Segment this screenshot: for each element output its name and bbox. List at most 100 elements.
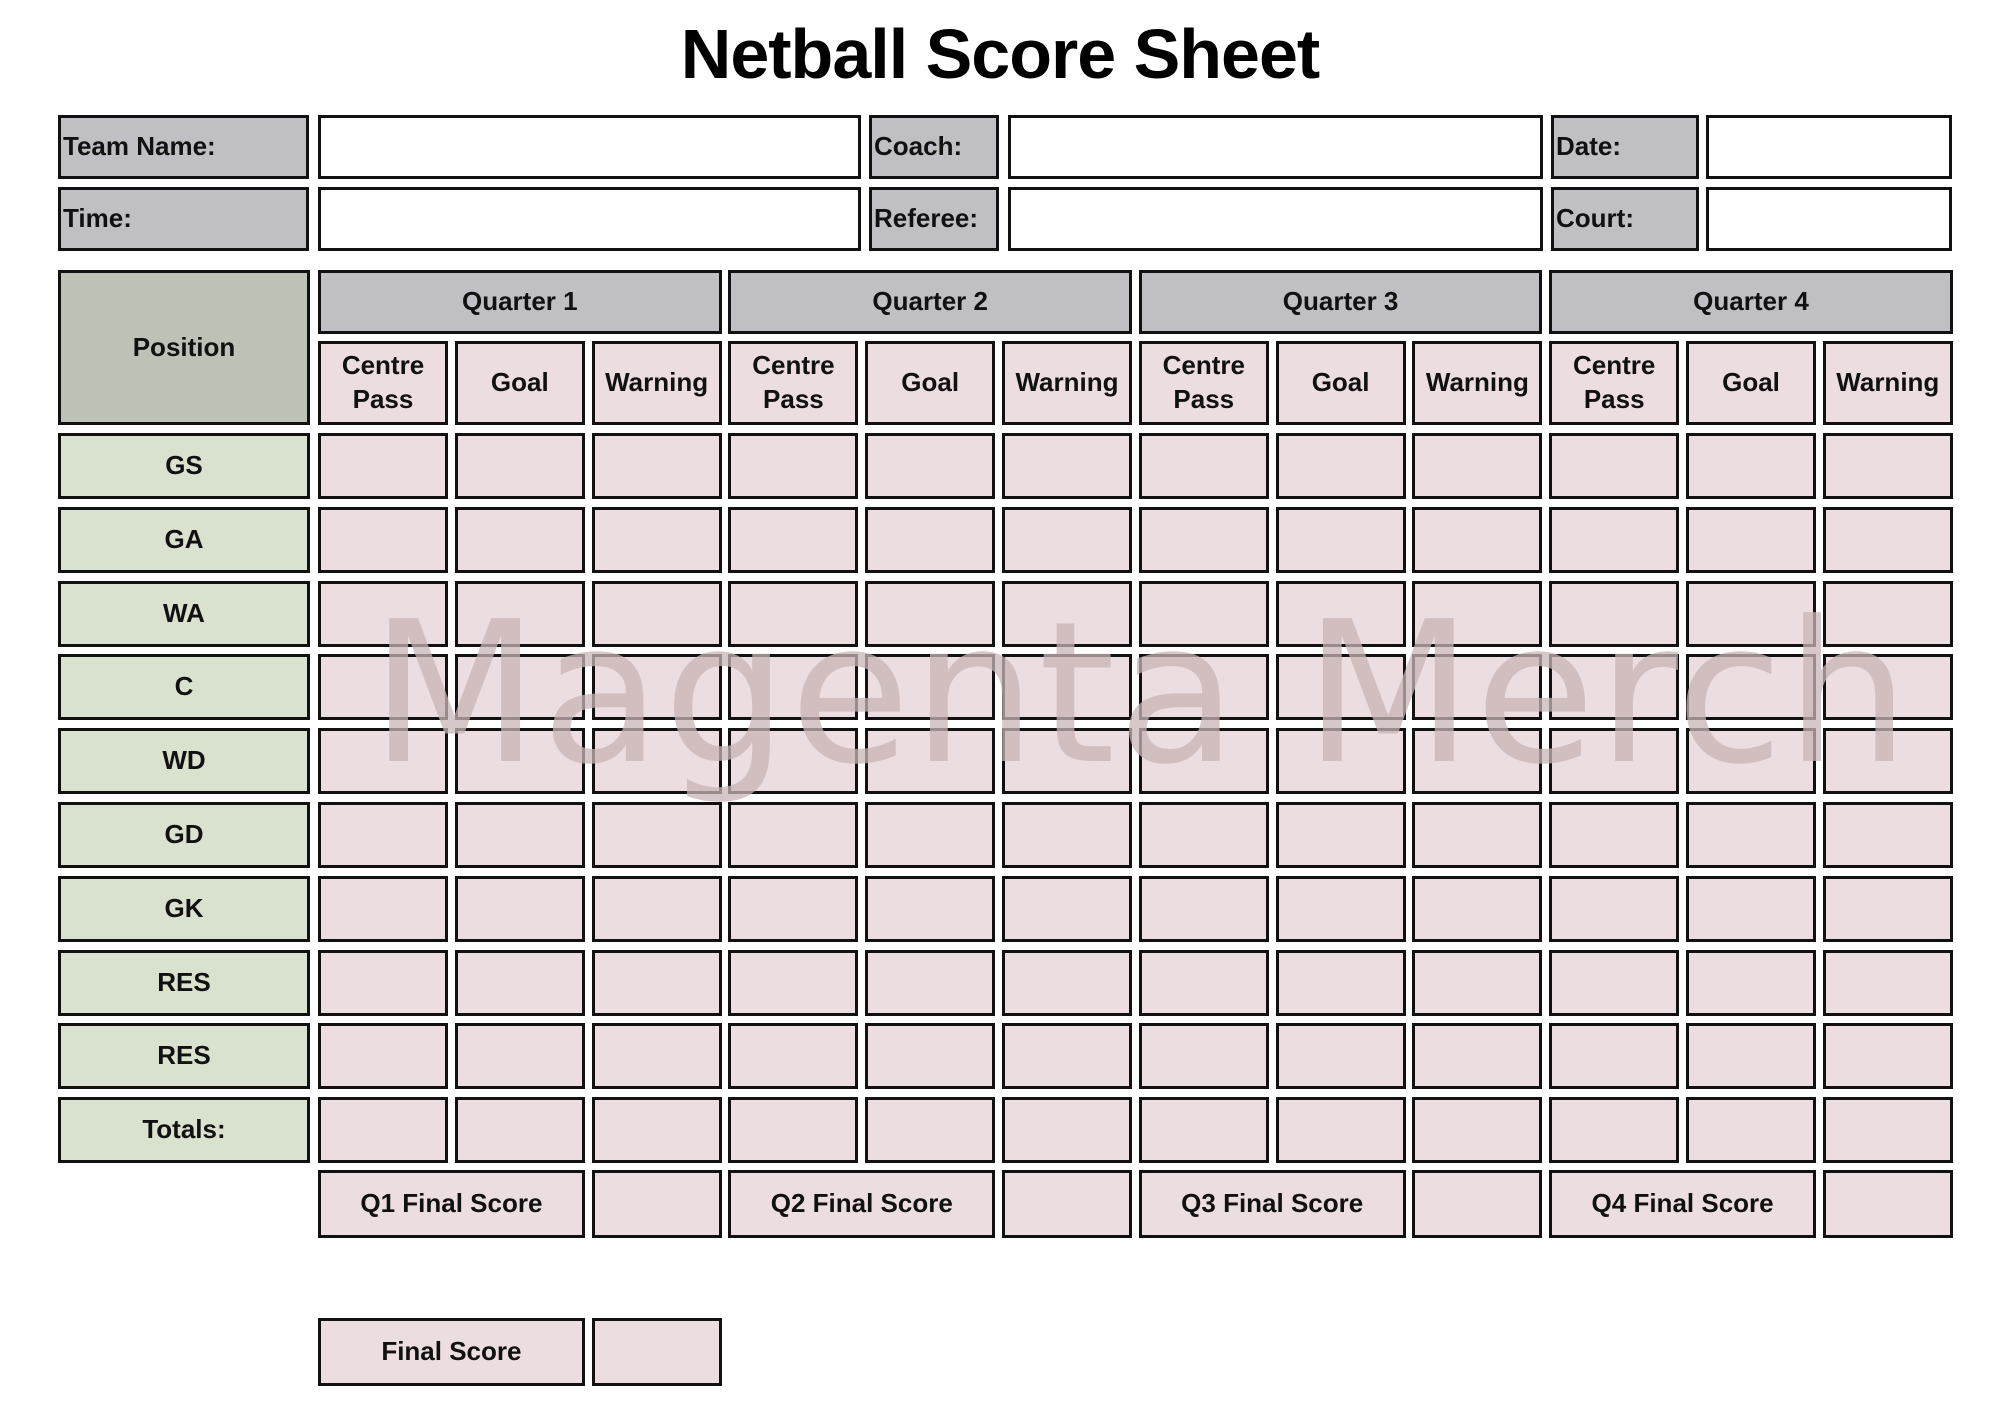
score-cell[interactable] bbox=[728, 802, 859, 868]
score-cell[interactable] bbox=[454, 802, 585, 868]
score-cell[interactable] bbox=[318, 433, 448, 499]
score-cell[interactable] bbox=[1412, 580, 1543, 647]
score-cell[interactable] bbox=[865, 949, 996, 1016]
score-cell[interactable] bbox=[454, 654, 585, 721]
score-cell[interactable] bbox=[1275, 506, 1406, 573]
score-cell[interactable] bbox=[1138, 802, 1269, 868]
total-cell[interactable] bbox=[865, 1097, 996, 1164]
score-cell[interactable] bbox=[728, 949, 859, 1016]
score-cell[interactable] bbox=[728, 580, 859, 647]
score-cell[interactable] bbox=[865, 506, 996, 573]
score-cell[interactable] bbox=[1412, 875, 1543, 942]
score-cell[interactable] bbox=[728, 875, 859, 942]
score-cell[interactable] bbox=[1138, 875, 1269, 942]
score-cell[interactable] bbox=[318, 728, 448, 795]
quarter-final-score-field[interactable] bbox=[591, 1170, 722, 1238]
score-cell[interactable] bbox=[1275, 1023, 1406, 1090]
score-cell[interactable] bbox=[1138, 580, 1269, 647]
score-cell[interactable] bbox=[1138, 506, 1269, 573]
score-cell[interactable] bbox=[1412, 433, 1543, 499]
score-cell[interactable] bbox=[1412, 1023, 1543, 1090]
quarter-final-score-field[interactable] bbox=[1002, 1170, 1132, 1238]
score-cell[interactable] bbox=[1549, 580, 1680, 647]
score-cell[interactable] bbox=[1002, 580, 1132, 647]
score-cell[interactable] bbox=[454, 433, 585, 499]
total-cell[interactable] bbox=[1549, 1097, 1680, 1164]
score-cell[interactable] bbox=[865, 654, 996, 721]
coach-field[interactable] bbox=[1008, 115, 1543, 179]
score-cell[interactable] bbox=[1002, 949, 1132, 1016]
score-cell[interactable] bbox=[865, 580, 996, 647]
score-cell[interactable] bbox=[1412, 654, 1543, 721]
score-cell[interactable] bbox=[1412, 506, 1543, 573]
score-cell[interactable] bbox=[865, 728, 996, 795]
score-cell[interactable] bbox=[1002, 654, 1132, 721]
court-field[interactable] bbox=[1706, 187, 1952, 251]
total-cell[interactable] bbox=[728, 1097, 859, 1164]
score-cell[interactable] bbox=[865, 433, 996, 499]
score-cell[interactable] bbox=[1822, 580, 1953, 647]
score-cell[interactable] bbox=[454, 949, 585, 1016]
score-cell[interactable] bbox=[1822, 506, 1953, 573]
score-cell[interactable] bbox=[1822, 949, 1953, 1016]
score-cell[interactable] bbox=[454, 580, 585, 647]
total-cell[interactable] bbox=[1686, 1097, 1816, 1164]
score-cell[interactable] bbox=[1686, 580, 1816, 647]
total-cell[interactable] bbox=[591, 1097, 722, 1164]
final-score-field[interactable] bbox=[591, 1318, 722, 1386]
score-cell[interactable] bbox=[865, 1023, 996, 1090]
score-cell[interactable] bbox=[591, 506, 722, 573]
total-cell[interactable] bbox=[318, 1097, 448, 1164]
score-cell[interactable] bbox=[1686, 949, 1816, 1016]
score-cell[interactable] bbox=[454, 728, 585, 795]
score-cell[interactable] bbox=[1412, 728, 1543, 795]
score-cell[interactable] bbox=[1138, 728, 1269, 795]
score-cell[interactable] bbox=[1275, 949, 1406, 1016]
score-cell[interactable] bbox=[1822, 728, 1953, 795]
total-cell[interactable] bbox=[1822, 1097, 1953, 1164]
score-cell[interactable] bbox=[591, 728, 722, 795]
score-cell[interactable] bbox=[865, 875, 996, 942]
score-cell[interactable] bbox=[1686, 506, 1816, 573]
score-cell[interactable] bbox=[1275, 875, 1406, 942]
score-cell[interactable] bbox=[454, 506, 585, 573]
score-cell[interactable] bbox=[1002, 433, 1132, 499]
total-cell[interactable] bbox=[454, 1097, 585, 1164]
score-cell[interactable] bbox=[591, 580, 722, 647]
score-cell[interactable] bbox=[1549, 728, 1680, 795]
score-cell[interactable] bbox=[1138, 654, 1269, 721]
score-cell[interactable] bbox=[1549, 1023, 1680, 1090]
score-cell[interactable] bbox=[1002, 875, 1132, 942]
quarter-final-score-field[interactable] bbox=[1412, 1170, 1543, 1238]
score-cell[interactable] bbox=[1686, 654, 1816, 721]
score-cell[interactable] bbox=[728, 433, 859, 499]
score-cell[interactable] bbox=[318, 802, 448, 868]
score-cell[interactable] bbox=[1822, 433, 1953, 499]
score-cell[interactable] bbox=[1686, 728, 1816, 795]
score-cell[interactable] bbox=[1822, 802, 1953, 868]
total-cell[interactable] bbox=[1275, 1097, 1406, 1164]
score-cell[interactable] bbox=[318, 875, 448, 942]
score-cell[interactable] bbox=[1686, 802, 1816, 868]
score-cell[interactable] bbox=[1002, 1023, 1132, 1090]
total-cell[interactable] bbox=[1412, 1097, 1543, 1164]
score-cell[interactable] bbox=[591, 802, 722, 868]
score-cell[interactable] bbox=[591, 433, 722, 499]
score-cell[interactable] bbox=[1002, 728, 1132, 795]
score-cell[interactable] bbox=[1686, 433, 1816, 499]
score-cell[interactable] bbox=[591, 654, 722, 721]
time-field[interactable] bbox=[318, 187, 861, 251]
score-cell[interactable] bbox=[1275, 728, 1406, 795]
score-cell[interactable] bbox=[1138, 1023, 1269, 1090]
score-cell[interactable] bbox=[728, 506, 859, 573]
score-cell[interactable] bbox=[1002, 506, 1132, 573]
score-cell[interactable] bbox=[1686, 1023, 1816, 1090]
score-cell[interactable] bbox=[1275, 802, 1406, 868]
score-cell[interactable] bbox=[318, 949, 448, 1016]
score-cell[interactable] bbox=[1549, 654, 1680, 721]
score-cell[interactable] bbox=[1549, 949, 1680, 1016]
score-cell[interactable] bbox=[1549, 506, 1680, 573]
score-cell[interactable] bbox=[1686, 875, 1816, 942]
score-cell[interactable] bbox=[591, 1023, 722, 1090]
score-cell[interactable] bbox=[454, 875, 585, 942]
